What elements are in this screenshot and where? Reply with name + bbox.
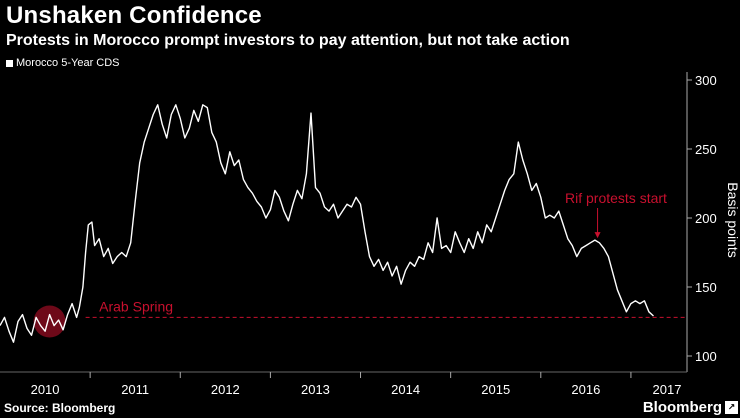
legend-label: Morocco 5-Year CDS — [16, 57, 120, 69]
legend-swatch — [6, 59, 13, 67]
legend: Morocco 5-Year CDS — [6, 57, 120, 69]
y-axis-title: Basis points — [725, 182, 740, 257]
x-tick-label: 2010 — [31, 382, 60, 397]
annotation-arab-spring: Arab Spring — [99, 298, 173, 314]
x-tick-label: 2014 — [391, 382, 420, 397]
y-tick-label: 200 — [695, 211, 717, 226]
x-tick-label: 2013 — [301, 382, 330, 397]
y-tick-label: 150 — [695, 280, 717, 295]
brand-icon: ↗ — [725, 401, 738, 414]
y-tick-label: 300 — [695, 73, 717, 88]
annotation-arrow-head — [594, 232, 601, 239]
y-tick-label: 250 — [695, 142, 717, 157]
x-tick-label: 2016 — [571, 382, 600, 397]
x-tick-label: 2017 — [653, 382, 682, 397]
cds-series-line — [0, 104, 654, 343]
annotation-rif-protests: Rif protests start — [565, 190, 667, 206]
y-tick-label: 100 — [695, 349, 717, 364]
x-tick-label: 2015 — [481, 382, 510, 397]
chart-title: Unshaken Confidence — [6, 2, 262, 29]
x-tick-label: 2012 — [211, 382, 240, 397]
x-tick-label: 2011 — [121, 382, 149, 397]
arab-spring-highlight — [33, 305, 66, 338]
chart-subtitle: Protests in Morocco prompt investors to … — [6, 32, 570, 49]
source-note: Source: Bloomberg — [4, 401, 116, 415]
brand-logo-text: Bloomberg — [642, 399, 722, 416]
